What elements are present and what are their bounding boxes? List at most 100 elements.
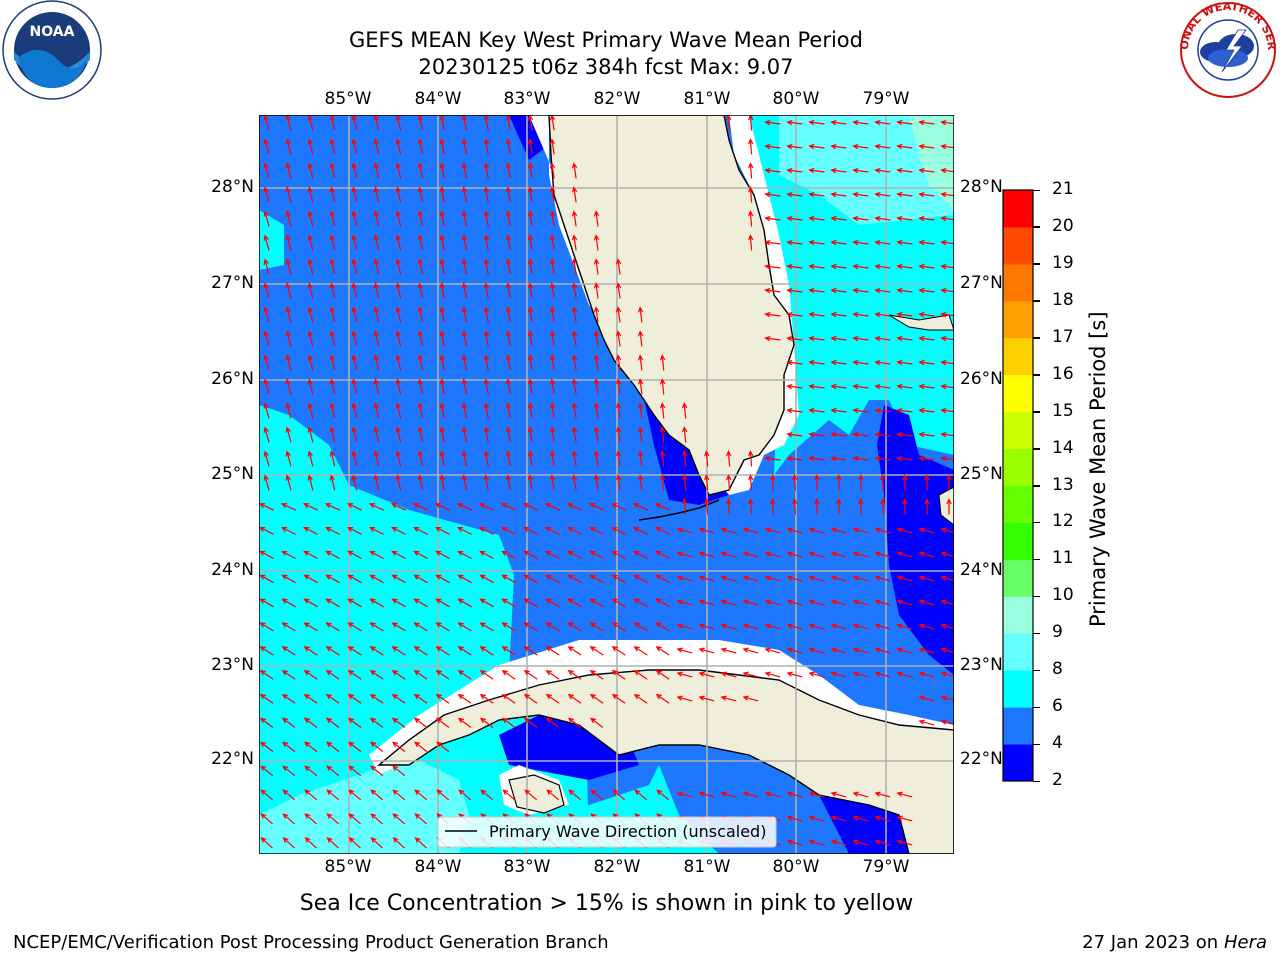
wave-direction-arrow [836,474,842,491]
wave-direction-arrow [742,599,759,606]
wave-direction-arrow [505,234,512,251]
wave-direction-arrow [259,670,274,680]
noaa-logo-text: NOAA [30,24,75,40]
wave-direction-arrow [571,330,578,347]
wave-direction-arrow [417,378,424,395]
wave-direction-arrow [414,813,427,825]
wave-direction-arrow [567,622,582,632]
wave-direction-arrow [655,646,670,656]
wave-direction-arrow [263,402,270,419]
wave-direction-arrow [874,407,891,414]
wave-direction-arrow [659,474,666,491]
wave-direction-arrow [259,550,274,560]
wave-direction-arrow [655,526,670,535]
wave-direction-arrow [527,354,534,371]
wave-direction-arrow [480,789,494,801]
colorbar-tick-label: 12 [1052,511,1074,532]
wave-direction-arrow [748,450,754,467]
wave-direction-arrow [483,426,490,443]
wave-direction-arrow [263,330,270,347]
wave-direction-arrow [307,474,314,491]
wave-direction-arrow [527,426,534,443]
wave-direction-arrow [852,383,869,390]
wave-direction-arrow [307,330,314,347]
wave-direction-arrow [324,503,341,511]
wave-direction-arrow [549,330,556,347]
wave-direction-arrow [307,402,314,419]
wave-direction-arrow [439,426,446,443]
wave-direction-arrow [918,623,935,630]
wave-direction-arrow [786,839,803,846]
wave-direction-arrow [435,574,450,584]
wave-direction-arrow [439,282,446,299]
wave-direction-arrow [852,647,869,654]
wave-direction-arrow [479,550,494,560]
wave-direction-arrow [351,450,358,467]
wave-direction-arrow [633,693,648,704]
wave-direction-arrow [808,791,825,798]
wave-direction-arrow [593,210,600,227]
wave-direction-arrow [808,287,825,294]
wave-direction-arrow [259,622,274,632]
wave-direction-arrow [544,503,561,511]
period-band-6-8-nw [259,210,284,270]
wave-direction-arrow [808,359,825,366]
wave-direction-arrow [304,836,317,849]
wave-direction-arrow [830,215,847,222]
wave-direction-arrow [545,693,560,704]
wave-direction-arrow [307,282,314,299]
wave-direction-arrow [505,186,512,203]
wave-direction-arrow [325,670,340,680]
wave-direction-arrow [742,671,759,678]
wave-direction-arrow [347,598,362,608]
wave-direction-arrow [615,258,622,275]
wave-direction-arrow [615,402,622,419]
wave-direction-arrow [896,431,913,438]
wave-direction-arrow [479,574,494,584]
wave-direction-arrow [436,789,450,801]
wave-direction-arrow [637,330,644,347]
wave-direction-arrow [852,263,869,270]
lat-label-left-26n: 26°N [211,369,254,389]
wave-direction-arrow [527,234,534,251]
wave-direction-arrow [786,239,803,246]
wave-direction-arrow [610,503,627,511]
wave-direction-arrow [329,354,336,371]
wave-direction-arrow [808,815,825,822]
colorbar-tick-label: 4 [1052,733,1063,754]
wave-direction-arrow [896,527,913,534]
wave-direction-arrow [483,306,490,323]
wave-direction-arrow [589,670,604,680]
wave-direction-arrow [720,671,737,678]
wave-direction-arrow [505,474,512,491]
wave-direction-arrow [549,306,556,323]
wave-direction-arrow [830,287,847,294]
lon-label-top-79w: 79°W [862,89,910,109]
wave-direction-arrow [329,162,336,179]
wave-direction-arrow [918,167,935,174]
colorbar-segment [1003,226,1033,265]
wave-direction-arrow [501,670,516,680]
wave-direction-arrow [439,186,446,203]
wave-direction-arrow [505,282,512,299]
wave-direction-arrow [392,741,406,753]
wave-direction-arrow [764,191,781,198]
lon-label-top-81w: 81°W [683,89,731,109]
wave-direction-arrow [395,426,402,443]
lon-label-top-82w: 82°W [593,89,641,109]
colorbar-segment [1003,596,1033,634]
wave-direction-arrow [830,455,847,462]
wave-direction-arrow [325,717,340,728]
wave-direction-arrow [593,378,600,395]
wave-direction-arrow [457,526,472,535]
colorbar-tick-mark [1033,300,1040,302]
wave-direction-arrow [260,741,274,753]
wave-direction-arrow [549,282,556,299]
wave-direction-arrow [720,647,737,654]
wave-direction-arrow [676,527,693,534]
colorbar-segment [1003,374,1033,413]
wave-direction-arrow [786,167,803,174]
wave-direction-arrow [303,693,318,704]
wave-direction-arrow [814,474,820,491]
colorbar-tick-mark [1033,595,1040,598]
